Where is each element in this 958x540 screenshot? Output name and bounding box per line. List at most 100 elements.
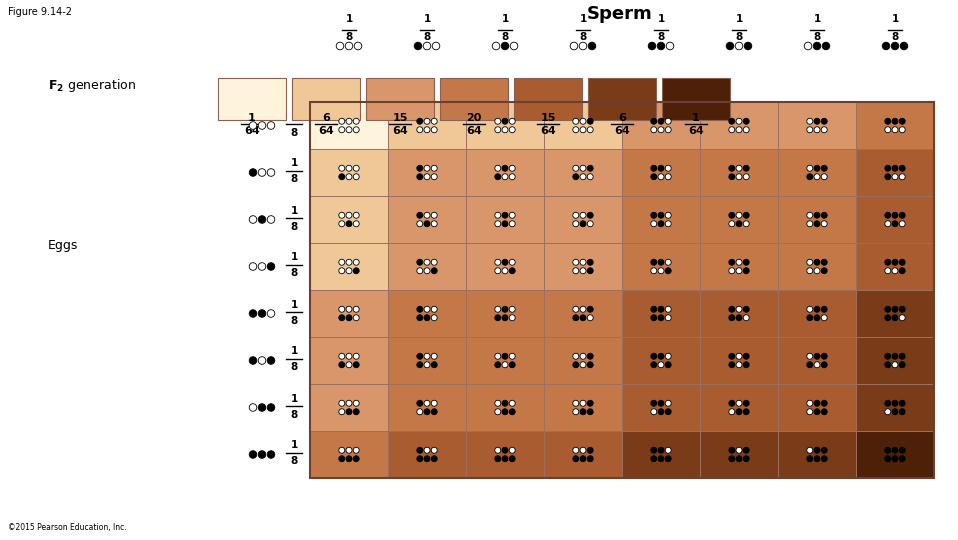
Bar <box>466 243 544 290</box>
Circle shape <box>658 118 664 124</box>
Circle shape <box>821 174 827 180</box>
Circle shape <box>743 400 749 406</box>
Circle shape <box>900 259 905 265</box>
Circle shape <box>729 118 735 124</box>
Circle shape <box>729 268 735 274</box>
Circle shape <box>814 259 820 265</box>
Circle shape <box>736 353 742 359</box>
Circle shape <box>424 353 430 359</box>
Circle shape <box>249 404 257 411</box>
Circle shape <box>354 353 359 359</box>
Bar <box>388 337 466 384</box>
Circle shape <box>424 315 430 321</box>
Circle shape <box>354 42 362 50</box>
Text: 1: 1 <box>580 14 586 24</box>
Circle shape <box>573 268 579 274</box>
Bar <box>388 102 466 149</box>
Circle shape <box>510 447 515 453</box>
Circle shape <box>807 118 812 124</box>
Text: 8: 8 <box>290 456 298 467</box>
Circle shape <box>650 409 657 415</box>
Circle shape <box>892 268 898 274</box>
Circle shape <box>892 353 898 359</box>
Circle shape <box>665 118 672 124</box>
Circle shape <box>417 174 422 180</box>
Circle shape <box>729 127 735 133</box>
Circle shape <box>658 268 664 274</box>
Circle shape <box>900 165 905 171</box>
Circle shape <box>821 212 827 218</box>
Circle shape <box>729 400 735 406</box>
Text: 64: 64 <box>244 126 260 136</box>
Bar <box>622 384 700 431</box>
Circle shape <box>821 221 827 227</box>
Circle shape <box>417 221 422 227</box>
Circle shape <box>339 221 345 227</box>
Bar <box>622 196 700 243</box>
Circle shape <box>417 409 422 415</box>
Circle shape <box>267 215 275 224</box>
Circle shape <box>658 456 664 462</box>
Circle shape <box>892 212 898 218</box>
Circle shape <box>814 118 820 124</box>
Circle shape <box>494 268 501 274</box>
Circle shape <box>587 456 593 462</box>
Circle shape <box>259 262 265 271</box>
Circle shape <box>892 447 898 453</box>
Circle shape <box>891 42 899 50</box>
Text: 1: 1 <box>290 300 298 309</box>
Circle shape <box>494 259 501 265</box>
Circle shape <box>736 409 742 415</box>
Circle shape <box>587 212 593 218</box>
Circle shape <box>431 221 437 227</box>
Circle shape <box>573 165 579 171</box>
Circle shape <box>354 174 359 180</box>
Circle shape <box>417 315 422 321</box>
Bar <box>388 290 466 337</box>
Text: 64: 64 <box>540 126 556 136</box>
Circle shape <box>354 259 359 265</box>
Bar <box>440 78 508 120</box>
Circle shape <box>658 259 664 265</box>
Circle shape <box>573 315 579 321</box>
Bar <box>622 431 700 478</box>
Circle shape <box>502 362 508 368</box>
Circle shape <box>736 221 742 227</box>
Text: 8: 8 <box>290 268 298 279</box>
Circle shape <box>587 127 593 133</box>
Text: 64: 64 <box>467 126 482 136</box>
Circle shape <box>743 447 749 453</box>
Bar <box>856 290 934 337</box>
Text: 6: 6 <box>618 113 626 123</box>
Circle shape <box>743 315 749 321</box>
Circle shape <box>814 127 820 133</box>
Circle shape <box>885 315 891 321</box>
Circle shape <box>492 42 500 50</box>
Bar <box>700 149 778 196</box>
Circle shape <box>743 456 749 462</box>
Circle shape <box>494 362 501 368</box>
Bar <box>856 102 934 149</box>
Circle shape <box>424 127 430 133</box>
Circle shape <box>502 268 508 274</box>
Circle shape <box>580 212 586 218</box>
Circle shape <box>821 456 827 462</box>
Circle shape <box>901 42 908 50</box>
Circle shape <box>657 42 665 50</box>
Circle shape <box>510 268 515 274</box>
Circle shape <box>346 259 352 265</box>
Circle shape <box>339 400 345 406</box>
Bar <box>544 384 622 431</box>
Circle shape <box>588 42 596 50</box>
Circle shape <box>587 118 593 124</box>
Circle shape <box>743 306 749 312</box>
Circle shape <box>417 353 422 359</box>
Circle shape <box>807 268 812 274</box>
Circle shape <box>885 174 891 180</box>
Circle shape <box>587 447 593 453</box>
Circle shape <box>580 118 586 124</box>
Circle shape <box>339 268 345 274</box>
Circle shape <box>658 165 664 171</box>
Circle shape <box>807 447 812 453</box>
Bar <box>622 290 700 337</box>
